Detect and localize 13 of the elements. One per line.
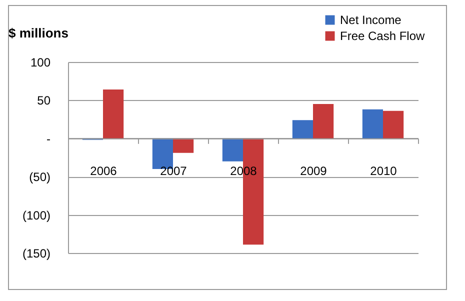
x-tick-label: 2007	[160, 164, 188, 178]
y-tick-label: (50)	[29, 170, 50, 184]
y-tick-label: -	[46, 132, 50, 146]
x-tick-label: 2009	[300, 164, 328, 178]
x-tick-label: 2010	[370, 164, 398, 178]
y-axis-title: $ millions	[8, 26, 68, 40]
legend-label: Net Income	[340, 13, 402, 27]
y-tick-label: 100	[30, 56, 51, 70]
y-tick-label: 50	[37, 94, 51, 108]
legend-label: Free Cash Flow	[340, 29, 426, 43]
x-tick-label: 2006	[90, 164, 118, 178]
y-tick-label: (150)	[22, 246, 50, 260]
y-tick-label: (100)	[22, 208, 50, 222]
